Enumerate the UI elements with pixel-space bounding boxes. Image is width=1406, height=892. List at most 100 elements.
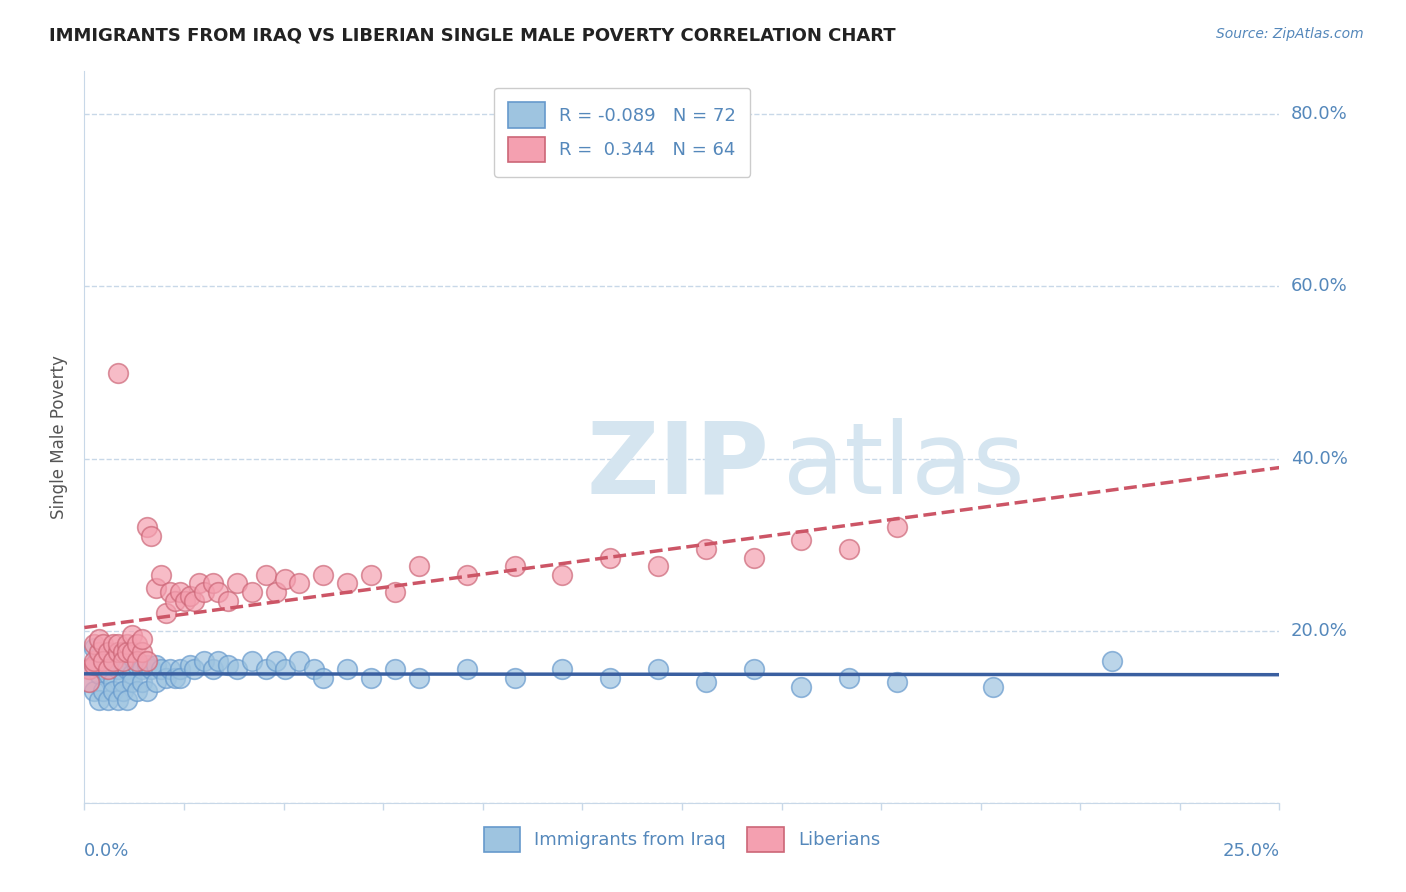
- Point: [97, 692, 120, 706]
- Point: [886, 520, 908, 534]
- Point: [97, 662, 120, 676]
- Point: [101, 637, 124, 651]
- Point: [173, 593, 195, 607]
- Point: [647, 559, 669, 574]
- Point: [274, 662, 297, 676]
- Point: [599, 671, 621, 685]
- Point: [742, 662, 765, 676]
- Point: [240, 654, 263, 668]
- Point: [217, 593, 239, 607]
- Point: [101, 658, 124, 673]
- Point: [121, 666, 143, 681]
- Point: [503, 559, 526, 574]
- Point: [77, 675, 100, 690]
- Point: [408, 559, 430, 574]
- Point: [121, 675, 143, 690]
- Point: [83, 658, 105, 673]
- Point: [288, 576, 311, 591]
- Text: 0.0%: 0.0%: [84, 842, 129, 860]
- Point: [312, 671, 335, 685]
- Point: [111, 684, 134, 698]
- Point: [695, 541, 717, 556]
- Point: [312, 567, 335, 582]
- Point: [107, 692, 129, 706]
- Point: [336, 576, 359, 591]
- Point: [254, 567, 277, 582]
- Point: [254, 662, 277, 676]
- Point: [264, 585, 287, 599]
- Point: [87, 649, 110, 664]
- Point: [97, 645, 120, 659]
- Point: [83, 637, 105, 651]
- Point: [217, 658, 239, 673]
- Point: [179, 589, 201, 603]
- Point: [790, 680, 813, 694]
- Point: [87, 666, 110, 681]
- Text: 60.0%: 60.0%: [1291, 277, 1347, 295]
- Point: [97, 666, 120, 681]
- Point: [155, 671, 177, 685]
- Text: Source: ZipAtlas.com: Source: ZipAtlas.com: [1216, 27, 1364, 41]
- Point: [838, 671, 860, 685]
- Point: [83, 654, 105, 668]
- Point: [107, 645, 129, 659]
- Point: [149, 662, 172, 676]
- Point: [111, 675, 134, 690]
- Point: [97, 649, 120, 664]
- Point: [141, 662, 163, 676]
- Point: [274, 572, 297, 586]
- Point: [165, 671, 187, 685]
- Point: [83, 684, 105, 698]
- Point: [125, 654, 148, 668]
- Point: [101, 675, 124, 690]
- Point: [93, 662, 115, 676]
- Point: [384, 662, 406, 676]
- Point: [93, 684, 115, 698]
- Point: [87, 692, 110, 706]
- Point: [456, 567, 478, 582]
- Point: [159, 585, 181, 599]
- Point: [135, 658, 157, 673]
- Point: [135, 684, 157, 698]
- Point: [336, 662, 359, 676]
- Text: 20.0%: 20.0%: [1291, 622, 1347, 640]
- Point: [193, 585, 215, 599]
- Point: [145, 581, 167, 595]
- Point: [207, 585, 229, 599]
- Point: [838, 541, 860, 556]
- Point: [107, 637, 129, 651]
- Point: [202, 662, 225, 676]
- Point: [121, 628, 143, 642]
- Point: [87, 632, 110, 647]
- Point: [125, 637, 148, 651]
- Point: [599, 550, 621, 565]
- Point: [165, 593, 187, 607]
- Point: [135, 654, 157, 668]
- Point: [145, 675, 167, 690]
- Point: [145, 658, 167, 673]
- Point: [179, 658, 201, 673]
- Point: [121, 645, 143, 659]
- Point: [240, 585, 263, 599]
- Point: [302, 662, 325, 676]
- Point: [121, 649, 143, 664]
- Point: [886, 675, 908, 690]
- Point: [183, 593, 205, 607]
- Point: [131, 645, 153, 659]
- Point: [101, 654, 124, 668]
- Point: [117, 692, 139, 706]
- Point: [288, 654, 311, 668]
- Point: [135, 520, 157, 534]
- Point: [169, 585, 191, 599]
- Point: [360, 567, 382, 582]
- Point: [131, 632, 153, 647]
- Point: [111, 645, 134, 659]
- Point: [83, 658, 105, 673]
- Point: [1101, 654, 1123, 668]
- Point: [93, 658, 115, 673]
- Point: [107, 662, 129, 676]
- Point: [101, 684, 124, 698]
- Point: [77, 675, 100, 690]
- Point: [125, 684, 148, 698]
- Y-axis label: Single Male Poverty: Single Male Poverty: [51, 355, 69, 519]
